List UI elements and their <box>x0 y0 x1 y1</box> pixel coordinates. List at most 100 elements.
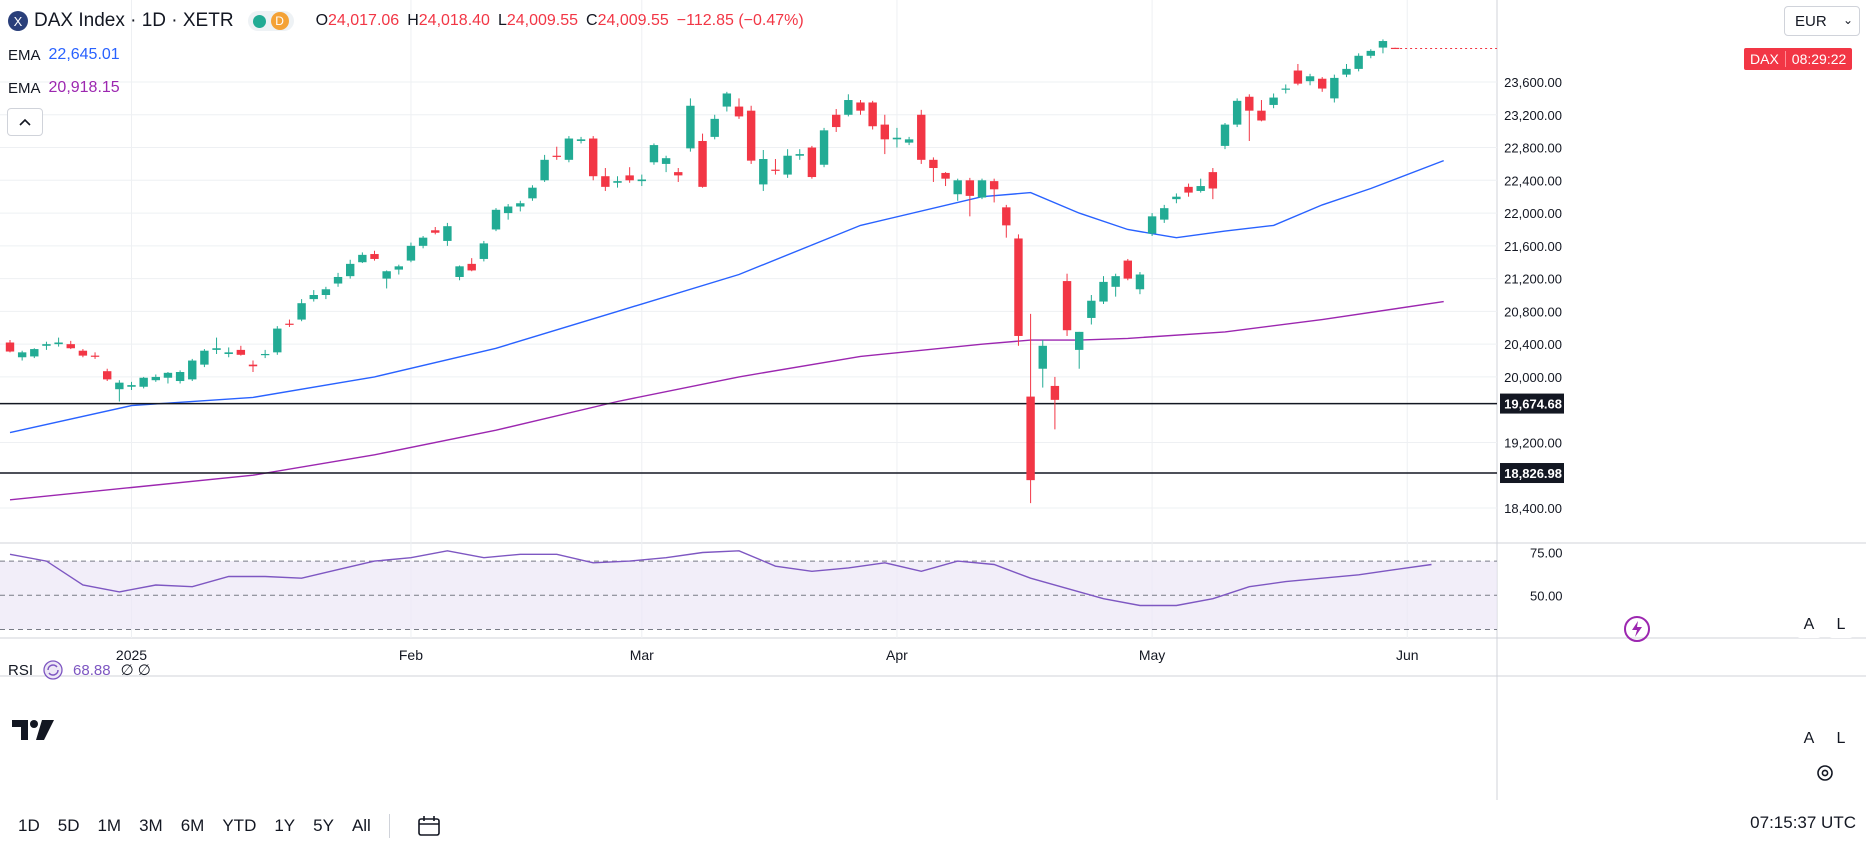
price-tick-label: 20,000.00 <box>1504 370 1562 385</box>
rsi-extra: ∅ ∅ <box>120 662 151 679</box>
candle <box>819 127 829 168</box>
symbol-legend[interactable]: X DAX Index · 1D · XETR D O 24,017.06 H … <box>8 10 812 32</box>
candle-body <box>807 147 817 178</box>
candle <box>686 98 695 152</box>
rsi-settings-icon[interactable] <box>41 659 65 681</box>
candle <box>346 259 355 279</box>
candle <box>90 352 100 359</box>
candle <box>66 340 75 350</box>
tf-5y[interactable]: 5Y <box>313 816 334 835</box>
candle-body <box>503 206 513 214</box>
currency-select[interactable]: EUR ⌄ <box>1784 6 1860 36</box>
candle <box>589 136 598 181</box>
candle-body <box>540 159 549 181</box>
candle-body <box>1366 50 1375 56</box>
rsi-legend[interactable]: RSI 68.88 ∅ ∅ <box>8 659 151 681</box>
ema2-value: 20,918.15 <box>48 79 120 96</box>
candle-body <box>1318 78 1327 89</box>
candle-body <box>5 342 15 352</box>
candle <box>309 290 318 302</box>
tf-all[interactable]: All <box>351 816 371 835</box>
calendar-icon[interactable] <box>416 814 442 838</box>
price-tick-label: 23,600.00 <box>1504 75 1562 90</box>
candle <box>17 350 27 361</box>
candle-body <box>625 175 634 181</box>
candle-body <box>406 245 416 261</box>
candle <box>248 360 258 373</box>
candle <box>175 370 185 384</box>
candle <box>576 136 586 144</box>
tf-3m[interactable]: 3M <box>139 816 163 835</box>
collapse-legend-button[interactable] <box>7 108 43 136</box>
candle <box>455 265 464 281</box>
candle <box>212 337 221 354</box>
tf-1m[interactable]: 1M <box>97 816 122 835</box>
candle <box>625 167 634 183</box>
candle-body <box>674 172 683 176</box>
log-scale-button[interactable]: L <box>1828 612 1854 638</box>
auto-scale-button[interactable]: A <box>1796 612 1822 638</box>
candle <box>236 345 246 356</box>
candle-body <box>1232 100 1242 125</box>
candle-body <box>1208 172 1218 189</box>
utc-clock[interactable]: 07:15:37 UTC <box>1750 813 1856 832</box>
candle-body <box>1184 186 1193 193</box>
candle <box>795 149 804 160</box>
candle-body <box>977 180 987 198</box>
candle-body <box>904 139 914 143</box>
candle-body <box>868 102 877 127</box>
rsi-log-scale-button[interactable]: L <box>1828 726 1854 752</box>
candle-body <box>601 176 610 187</box>
ema-legend-1[interactable]: EMA 22,645.01 <box>8 46 120 64</box>
timeframe-bar: 1D 5D 1M 3M 6M YTD 1Y 5Y All <box>0 810 442 842</box>
gear-icon[interactable] <box>1814 762 1836 789</box>
lightning-icon[interactable] <box>1622 614 1652 649</box>
candle <box>431 227 440 235</box>
ema2-name: EMA <box>8 79 41 97</box>
price-tick-label: 22,400.00 <box>1504 173 1562 188</box>
status-dot-icon <box>252 14 266 28</box>
candle <box>941 172 950 187</box>
tf-5d[interactable]: 5D <box>57 816 80 835</box>
candle-body <box>941 172 950 179</box>
market-status[interactable]: D <box>247 11 294 31</box>
candle-body <box>1160 208 1169 220</box>
chevron-up-icon <box>19 118 31 126</box>
candle <box>139 376 148 389</box>
candle <box>443 222 452 246</box>
ema-legend-2[interactable]: EMA 20,918.15 <box>8 79 120 97</box>
candle <box>892 127 902 148</box>
chart-title[interactable]: DAX Index · 1D · XETR <box>34 10 234 31</box>
candle <box>297 299 306 322</box>
candle-body <box>795 154 804 156</box>
candle <box>1220 122 1230 150</box>
candle-body <box>1220 124 1230 146</box>
candle <box>1111 273 1120 297</box>
candle-body <box>1196 186 1205 191</box>
candle-body <box>260 353 270 356</box>
candle-body <box>1378 41 1388 48</box>
candle-body <box>115 382 124 390</box>
tf-1y[interactable]: 1Y <box>274 816 296 835</box>
candle-body <box>382 271 391 279</box>
tf-6m[interactable]: 6M <box>180 816 205 835</box>
ema1-value: 22,645.01 <box>48 46 120 63</box>
candle <box>1062 273 1072 336</box>
candle-body <box>297 303 306 320</box>
candle <box>710 114 719 140</box>
rsi-auto-scale-button[interactable]: A <box>1796 726 1822 752</box>
candle <box>200 349 209 368</box>
price-tick-label: 23,200.00 <box>1504 108 1562 123</box>
candle <box>1208 168 1218 200</box>
tf-ytd[interactable]: YTD <box>222 816 257 835</box>
horizontal-line-label: 19,674.68 <box>1504 397 1562 412</box>
candle-body <box>127 385 136 387</box>
candle-body <box>42 344 51 346</box>
candle <box>1366 49 1375 59</box>
tf-1d[interactable]: 1D <box>18 816 40 835</box>
axis-labels: 18,400.00 19,200.00 20,000.00 20,400.00 20,8… <box>116 75 1563 663</box>
candle <box>783 149 792 178</box>
candle-body <box>309 295 318 300</box>
candle-body <box>321 289 331 295</box>
